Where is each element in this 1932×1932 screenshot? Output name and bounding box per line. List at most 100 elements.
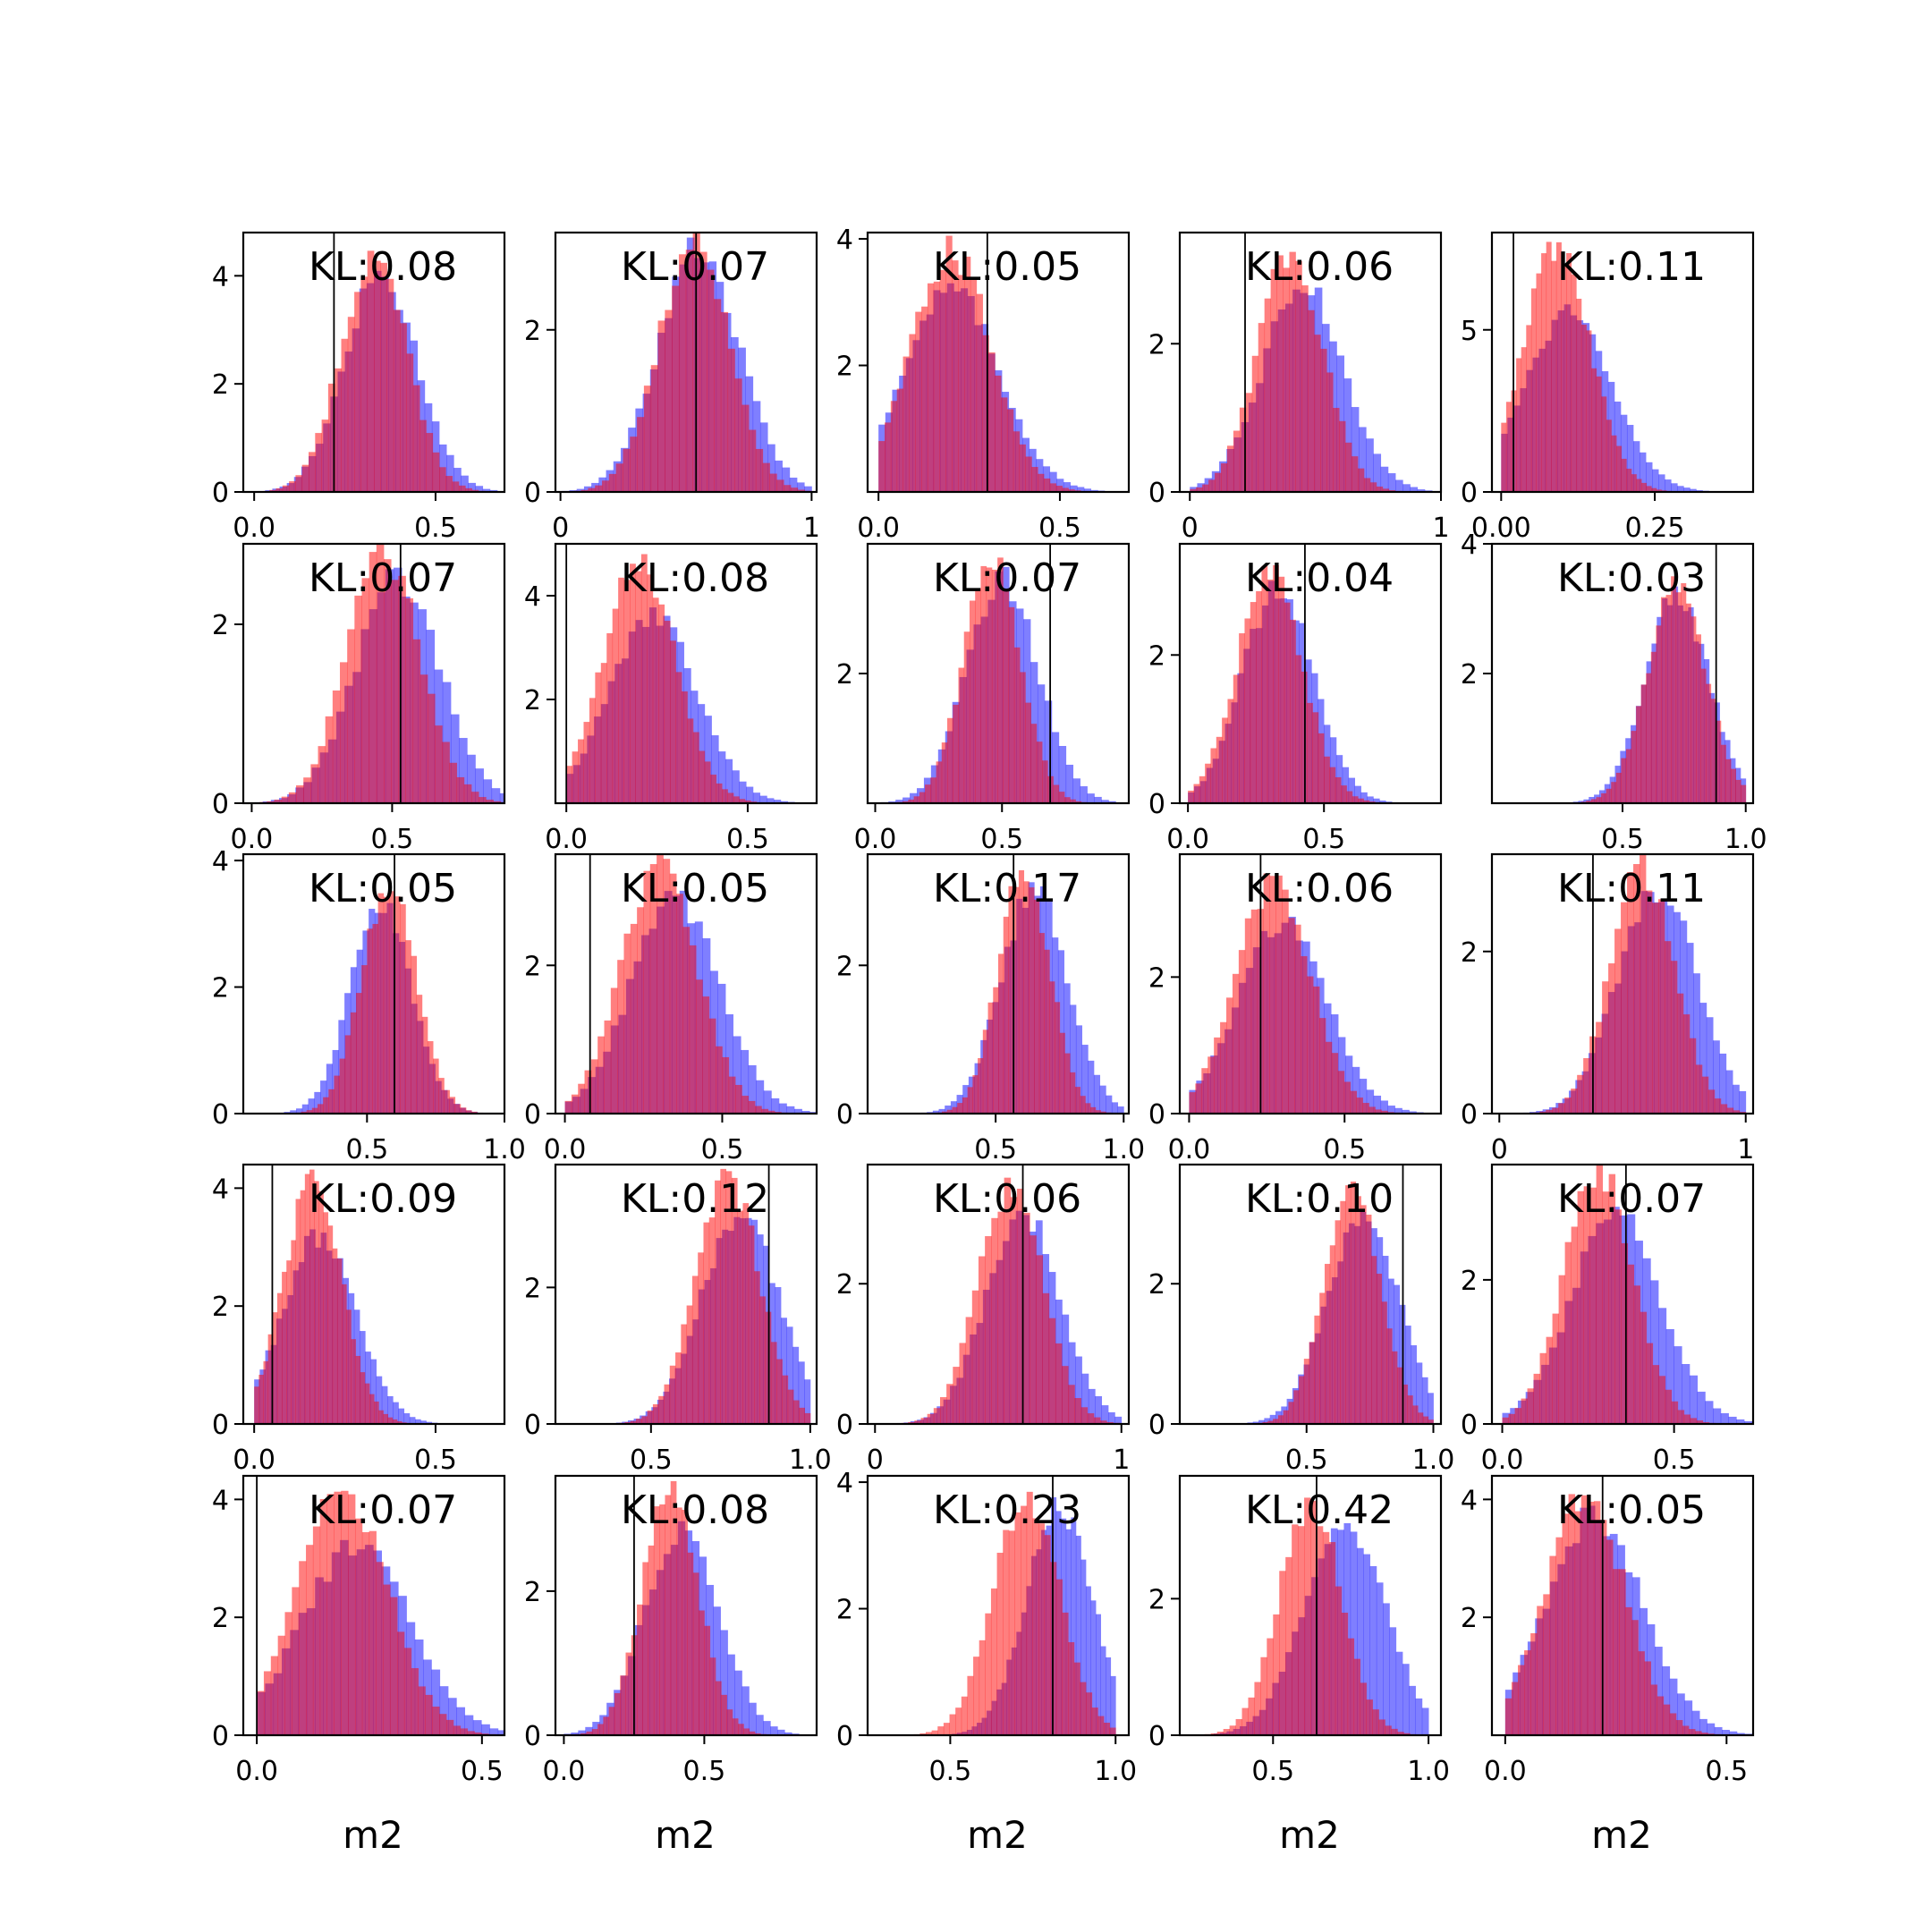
red-histogram-bar bbox=[1026, 1491, 1033, 1735]
red-histogram-bar bbox=[572, 751, 579, 803]
subplot-r5-c4: 0 2 0.5 1.0 KL:0.42 bbox=[1148, 1474, 1450, 1787]
red-histogram-bar bbox=[1080, 1096, 1086, 1114]
red-histogram-bar bbox=[1018, 869, 1025, 1114]
red-histogram-bar bbox=[589, 698, 596, 803]
red-histogram-bar bbox=[1325, 1041, 1333, 1114]
kl-annotation: KL:0.09 bbox=[309, 1176, 457, 1222]
blue-histogram-bar bbox=[308, 1098, 315, 1114]
red-histogram-bar bbox=[306, 1110, 313, 1114]
red-histogram-bar bbox=[804, 1412, 811, 1424]
red-histogram-bar bbox=[1329, 1245, 1335, 1424]
red-histogram-bar bbox=[439, 1714, 447, 1735]
red-histogram-bar bbox=[1537, 1606, 1544, 1735]
subplot-frame bbox=[1178, 1163, 1443, 1426]
blue-histogram-bar bbox=[1090, 1600, 1097, 1735]
x-tick-label: 1 bbox=[1432, 513, 1449, 544]
blue-histogram-bar bbox=[1686, 943, 1694, 1114]
red-histogram-bar bbox=[707, 269, 715, 492]
red-histogram-bar bbox=[1326, 372, 1334, 492]
red-histogram-bar bbox=[1277, 1415, 1284, 1424]
red-histogram-bar bbox=[1625, 749, 1631, 803]
red-histogram-bar bbox=[378, 1410, 384, 1424]
y-tick-label: 0 bbox=[1461, 1410, 1478, 1441]
red-histogram-bar bbox=[1644, 1661, 1651, 1735]
blue-histogram-bar bbox=[1367, 796, 1374, 803]
red-histogram-bar bbox=[1376, 486, 1384, 492]
red-histogram-bar bbox=[1571, 1226, 1579, 1424]
red-histogram-bar bbox=[1341, 1613, 1349, 1735]
y-tick-label: 0 bbox=[1148, 789, 1165, 820]
blue-histogram-bar bbox=[1080, 1559, 1087, 1735]
x-tick-label: 1.0 bbox=[1724, 824, 1767, 855]
red-histogram-bar bbox=[1685, 603, 1691, 803]
subplot-frame bbox=[554, 231, 818, 494]
red-histogram-bar bbox=[334, 1075, 340, 1114]
blue-histogram-bar bbox=[1359, 1079, 1368, 1114]
blue-histogram-bar bbox=[1088, 1060, 1095, 1114]
red-histogram-bar bbox=[1371, 1256, 1377, 1424]
red-histogram-bar bbox=[946, 1384, 953, 1424]
red-histogram-bar bbox=[1720, 744, 1726, 803]
red-histogram-bar bbox=[793, 1400, 800, 1424]
red-histogram-bar bbox=[1343, 1081, 1352, 1114]
blue-histogram-bar bbox=[1620, 414, 1628, 492]
blue-histogram-bar bbox=[732, 770, 740, 803]
red-histogram-bar bbox=[1695, 1731, 1702, 1735]
red-histogram-bar bbox=[649, 864, 657, 1114]
red-histogram-bar bbox=[1555, 1537, 1563, 1735]
blue-histogram-bar bbox=[759, 795, 767, 803]
subplot-r1-c2: 0 2 0 1 KL:0.07 bbox=[524, 231, 820, 544]
red-histogram-bar bbox=[1378, 1719, 1385, 1735]
red-histogram-bar bbox=[1216, 736, 1223, 803]
blue-histogram-bar bbox=[1072, 778, 1080, 803]
red-histogram-bar bbox=[1681, 583, 1687, 803]
red-histogram-bar bbox=[419, 674, 428, 803]
red-histogram-bar bbox=[1328, 1542, 1336, 1735]
blue-histogram-bar bbox=[1736, 1419, 1745, 1424]
red-histogram-bar bbox=[277, 1635, 285, 1735]
red-histogram-bar bbox=[1541, 253, 1547, 492]
y-tick-label: 0 bbox=[836, 1721, 853, 1752]
red-histogram-bar bbox=[699, 251, 708, 492]
red-histogram-bar bbox=[1008, 1530, 1015, 1735]
red-histogram-bar bbox=[608, 1707, 615, 1735]
blue-histogram-bar bbox=[1389, 1627, 1397, 1735]
histogram-bars bbox=[257, 1490, 504, 1735]
red-histogram-bar bbox=[734, 378, 742, 492]
red-histogram-bar bbox=[933, 1408, 941, 1424]
red-histogram-bar bbox=[606, 632, 614, 803]
red-histogram-bar bbox=[1577, 1191, 1585, 1424]
red-histogram-bar bbox=[612, 608, 619, 803]
red-histogram-bar bbox=[885, 422, 892, 492]
blue-histogram-bar bbox=[1650, 1280, 1659, 1424]
y-tick-label: 0 bbox=[524, 1099, 541, 1131]
red-histogram-bar bbox=[1319, 1292, 1326, 1424]
red-histogram-bar bbox=[704, 1625, 711, 1735]
x-tick-label: 0.00 bbox=[1471, 513, 1531, 544]
red-histogram-bar bbox=[1352, 456, 1359, 492]
blue-histogram-bar bbox=[1373, 453, 1382, 492]
blue-histogram-bar bbox=[1720, 1413, 1729, 1424]
red-histogram-bar bbox=[663, 859, 671, 1114]
x-tick-label: 0.5 bbox=[1038, 513, 1081, 544]
red-histogram-bar bbox=[1310, 1500, 1318, 1735]
red-histogram-bar bbox=[958, 667, 965, 803]
blue-histogram-bar bbox=[778, 1103, 787, 1114]
red-histogram-bar bbox=[334, 1491, 342, 1735]
red-histogram-bar bbox=[347, 629, 355, 803]
red-histogram-bar bbox=[618, 577, 624, 803]
y-tick-label: 2 bbox=[524, 685, 541, 716]
red-histogram-bar bbox=[354, 292, 361, 492]
red-histogram-bar bbox=[387, 1417, 394, 1424]
x-tick-label: 0 bbox=[1491, 1134, 1508, 1165]
blue-histogram-bar bbox=[1394, 1107, 1402, 1114]
red-histogram-bar bbox=[919, 792, 926, 803]
red-histogram-bar bbox=[602, 480, 610, 492]
red-histogram-bar bbox=[452, 481, 460, 492]
red-histogram-bar bbox=[1068, 489, 1075, 492]
red-histogram-bar bbox=[925, 784, 931, 803]
subplot-r3-c5: 0 2 0 1 KL:0.11 bbox=[1461, 852, 1754, 1165]
blue-histogram-bar bbox=[932, 1110, 939, 1114]
blue-histogram-bar bbox=[1739, 1090, 1747, 1114]
red-histogram-bar bbox=[1658, 1376, 1666, 1424]
